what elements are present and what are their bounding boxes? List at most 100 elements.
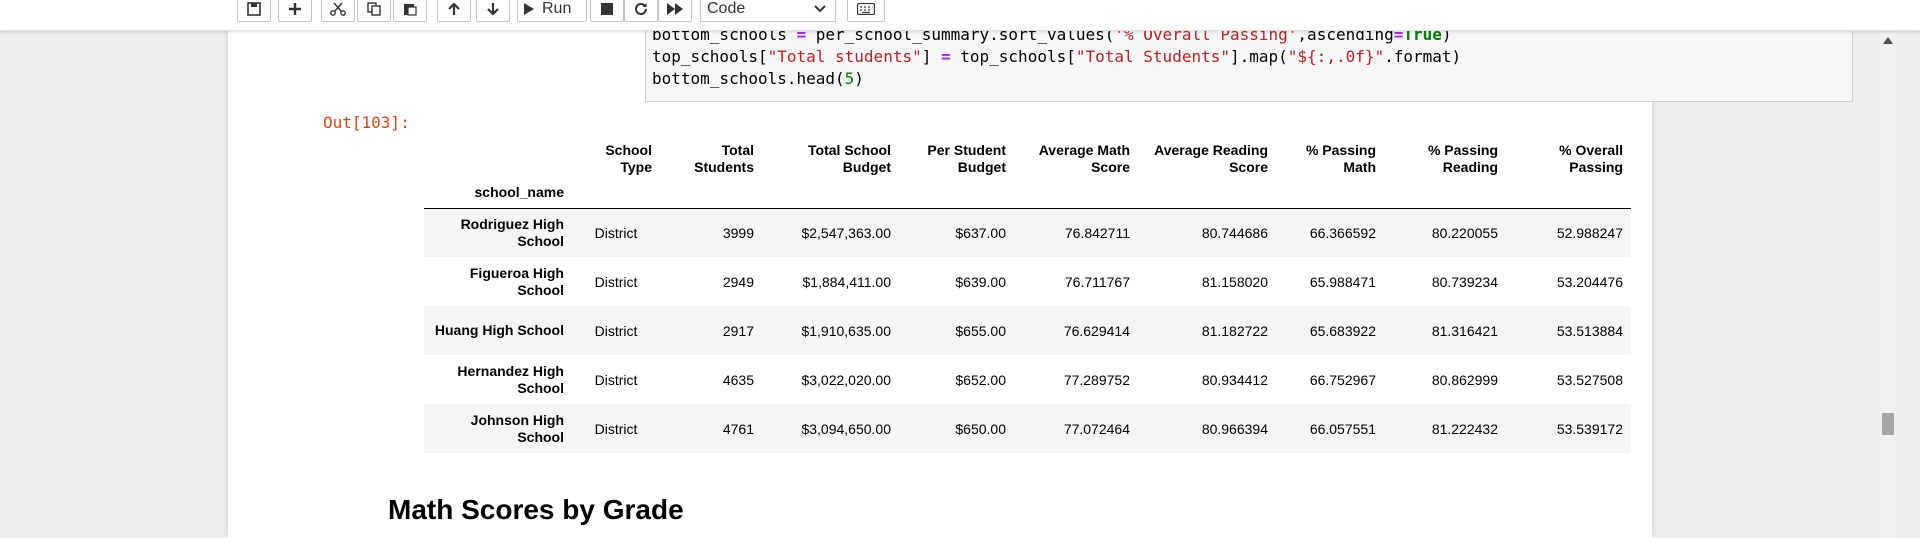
- move-up-button[interactable]: [437, 0, 471, 22]
- output-prompt: Out[103]:: [323, 113, 410, 132]
- column-header: Total Students: [694, 142, 754, 175]
- table-cell-budget: $3,094,650.00: [801, 420, 891, 437]
- table-cell-budget: $1,910,635.00: [801, 322, 891, 339]
- index-row-blank: [572, 176, 1631, 208]
- save-icon: [247, 2, 261, 16]
- fast-forward-icon: [667, 3, 683, 15]
- table-cell-pass-reading: 81.316421: [1431, 322, 1498, 339]
- table-row: Huang High School District 2917 $1,910,635.…: [424, 306, 1631, 355]
- column-header: Per Student Budget: [927, 142, 1006, 175]
- table-cell-pass-reading: 80.862999: [1431, 371, 1498, 388]
- column-header: % Passing Reading: [1427, 142, 1498, 175]
- table-cell-type: District: [594, 420, 638, 437]
- save-button[interactable]: [237, 0, 271, 22]
- table-body: Rodriguez High School District 3999 $2,547,…: [424, 208, 1631, 453]
- run-button-label: Run: [542, 0, 572, 17]
- restart-run-all-button[interactable]: [658, 0, 692, 22]
- page-scrollbar[interactable]: [1879, 30, 1897, 538]
- restart-icon: [635, 2, 647, 15]
- scroll-up-arrow-icon[interactable]: [1883, 36, 1893, 44]
- copy-button[interactable]: [357, 0, 391, 22]
- table-cell-type: District: [594, 273, 638, 290]
- table-cell-overall: 52.988247: [1556, 224, 1623, 241]
- column-header: School Type: [605, 142, 652, 175]
- row-index-label: Rodriguez High School: [460, 215, 564, 249]
- add-icon: [289, 3, 301, 15]
- table-cell-math: 77.289752: [1063, 371, 1130, 388]
- table-cell-type: District: [594, 322, 638, 339]
- table-cell-per-student: $639.00: [955, 273, 1006, 290]
- index-name-row: school_name: [424, 176, 1631, 208]
- table-row: Johnson High School District 4761 $3,094,65…: [424, 404, 1631, 453]
- table-cell-per-student: $655.00: [955, 322, 1006, 339]
- cell-type-value: Code: [707, 0, 746, 17]
- table-row: Hernandez High School District 4635 $3,022,…: [424, 355, 1631, 404]
- table-cell-students: 4635: [722, 371, 754, 388]
- paste-button[interactable]: [393, 0, 427, 22]
- table-cell-reading: 80.744686: [1201, 224, 1268, 241]
- table-cell-type: District: [594, 371, 638, 388]
- table-cell-type: District: [594, 224, 638, 241]
- table-cell-overall: 53.204476: [1556, 273, 1623, 290]
- table-cell-pass-reading: 80.739234: [1431, 273, 1498, 290]
- table-cell-students: 3999: [722, 224, 754, 241]
- row-index-label: Hernandez High School: [457, 362, 564, 396]
- table-cell-per-student: $650.00: [955, 420, 1006, 437]
- cut-icon: [330, 2, 346, 16]
- table-cell-pass-math: 65.988471: [1309, 273, 1376, 290]
- column-header-row: School Type Total Students Total School …: [424, 130, 1631, 176]
- restart-kernel-button[interactable]: [624, 0, 658, 22]
- copy-icon: [367, 2, 381, 16]
- cut-button[interactable]: [321, 0, 355, 22]
- table-cell-per-student: $652.00: [955, 371, 1006, 388]
- table-cell-students: 2917: [722, 322, 754, 339]
- column-header: % Passing Math: [1305, 142, 1376, 175]
- table-cell-reading: 81.158020: [1201, 273, 1268, 290]
- index-header-blank: [424, 130, 572, 176]
- keyboard-icon: [857, 3, 875, 15]
- scrollbar-thumb[interactable]: [1882, 413, 1894, 435]
- table-cell-students: 4761: [722, 420, 754, 437]
- column-header: Total School Budget: [808, 142, 891, 175]
- insert-cell-button[interactable]: [278, 0, 312, 22]
- row-index-label: Johnson High School: [470, 411, 564, 445]
- table-cell-pass-reading: 81.222432: [1431, 420, 1498, 437]
- table-row: Rodriguez High School District 3999 $2,547,…: [424, 208, 1631, 257]
- table-row: Figueroa High School District 2949 $1,884,4…: [424, 257, 1631, 306]
- table-cell-pass-math: 65.683922: [1309, 322, 1376, 339]
- table-cell-reading: 81.182722: [1201, 322, 1268, 339]
- stop-icon: [601, 3, 613, 15]
- table-cell-math: 77.072464: [1063, 420, 1130, 437]
- move-down-button[interactable]: [476, 0, 510, 22]
- table-cell-pass-reading: 80.220055: [1431, 224, 1498, 241]
- code-line-3: bottom_schools.head(5): [652, 69, 864, 88]
- table-cell-math: 76.842711: [1064, 224, 1130, 241]
- command-palette-button[interactable]: [847, 0, 885, 22]
- table-cell-reading: 80.966394: [1201, 420, 1268, 437]
- dataframe-table: School Type Total Students Total School …: [424, 130, 1631, 453]
- table-cell-overall: 53.539172: [1556, 420, 1623, 437]
- column-header: Average Math Score: [1038, 142, 1130, 175]
- section-heading: Math Scores by Grade: [388, 494, 684, 525]
- table-cell-pass-math: 66.366592: [1309, 224, 1376, 241]
- column-header: Average Reading Score: [1154, 142, 1268, 175]
- table-cell-math: 76.629414: [1063, 322, 1130, 339]
- move-down-icon: [487, 3, 499, 16]
- row-index-label: Figueroa High School: [469, 264, 564, 298]
- table-cell-budget: $3,022,020.00: [801, 371, 891, 388]
- interrupt-kernel-button[interactable]: [590, 0, 624, 22]
- run-icon: [524, 3, 534, 15]
- table-cell-budget: $1,884,411.00: [802, 273, 892, 290]
- row-index-label: Huang High School: [434, 322, 564, 338]
- table-cell-math: 76.711767: [1064, 273, 1130, 290]
- paste-icon: [404, 4, 417, 16]
- run-button[interactable]: Run: [517, 0, 587, 22]
- move-up-icon: [448, 2, 460, 15]
- table-cell-pass-math: 66.752967: [1309, 371, 1376, 388]
- table-cell-pass-math: 66.057551: [1309, 420, 1376, 437]
- cell-type-select[interactable]: Code: [700, 0, 836, 22]
- code-line-2: top_schools["Total students"] = top_scho…: [652, 47, 1462, 66]
- index-name-header: school_name: [474, 183, 564, 200]
- table-cell-students: 2949: [722, 273, 754, 290]
- table-cell-overall: 53.513884: [1556, 322, 1623, 339]
